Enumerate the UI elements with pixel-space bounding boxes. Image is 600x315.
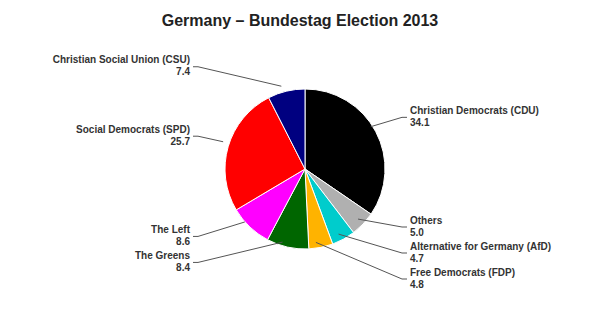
svg-text:Christian Democrats (CDU)34.1: Christian Democrats (CDU)34.1 [410, 105, 539, 128]
svg-text:Social Democrats (SPD)25.7: Social Democrats (SPD)25.7 [76, 124, 190, 147]
svg-text:Others5.0: Others5.0 [410, 215, 443, 238]
svg-text:Alternative for Germany (AfD)4: Alternative for Germany (AfD)4.7 [410, 241, 551, 264]
html-text:Germany – Bundestag Election 2: Germany – Bundestag Election 2013 [161, 12, 439, 29]
svg-text:The Greens8.4: The Greens8.4 [135, 250, 190, 273]
svg-text:The Left8.6: The Left8.6 [151, 224, 191, 247]
svg-text:Christian Social Union (CSU)7.: Christian Social Union (CSU)7.4 [53, 54, 191, 77]
svg-text:Free Democrats (FDP)4.8: Free Democrats (FDP)4.8 [410, 267, 515, 290]
